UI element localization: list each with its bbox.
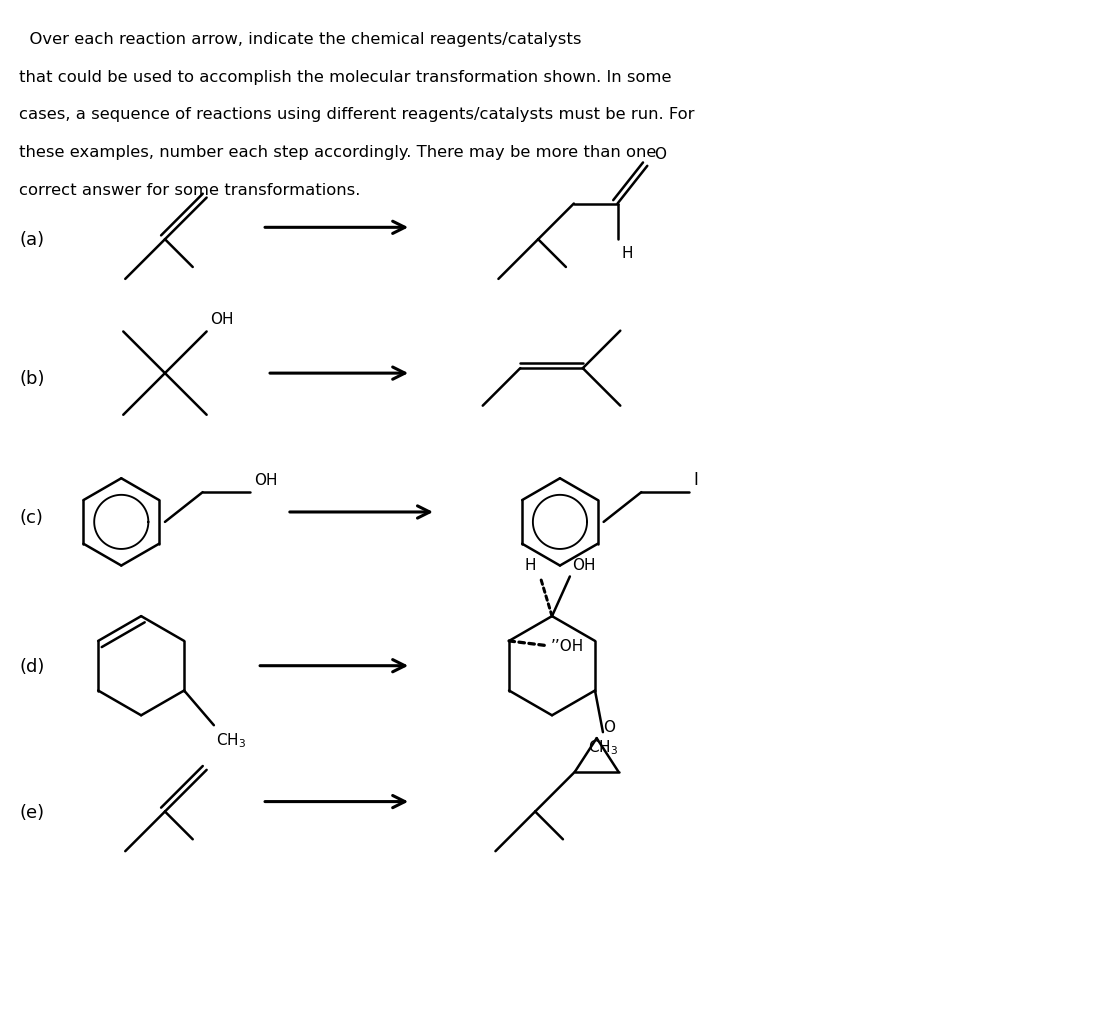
Text: OH: OH: [254, 473, 278, 488]
Text: (e): (e): [19, 803, 44, 820]
Text: (a): (a): [19, 231, 44, 249]
Text: O: O: [603, 719, 615, 735]
Text: that could be used to accomplish the molecular transformation shown. In some: that could be used to accomplish the mol…: [19, 69, 671, 85]
Text: CH$_3$: CH$_3$: [588, 738, 618, 756]
Text: Over each reaction arrow, indicate the chemical reagents/catalysts: Over each reaction arrow, indicate the c…: [19, 32, 582, 47]
Text: (b): (b): [19, 370, 44, 387]
Text: (c): (c): [19, 508, 43, 527]
Text: OH: OH: [572, 558, 595, 573]
Text: H: H: [622, 246, 633, 261]
Text: H: H: [524, 558, 536, 573]
Text: I: I: [692, 471, 698, 489]
Text: these examples, number each step accordingly. There may be more than one: these examples, number each step accordi…: [19, 145, 656, 160]
Text: OH: OH: [211, 311, 234, 326]
Text: O: O: [654, 147, 666, 162]
Text: CH$_3$: CH$_3$: [216, 731, 246, 749]
Text: correct answer for some transformations.: correct answer for some transformations.: [19, 182, 360, 198]
Text: cases, a sequence of reactions using different reagents/catalysts must be run. F: cases, a sequence of reactions using dif…: [19, 107, 695, 122]
Text: (d): (d): [19, 657, 44, 675]
Text: ’’OH: ’’OH: [551, 639, 584, 654]
